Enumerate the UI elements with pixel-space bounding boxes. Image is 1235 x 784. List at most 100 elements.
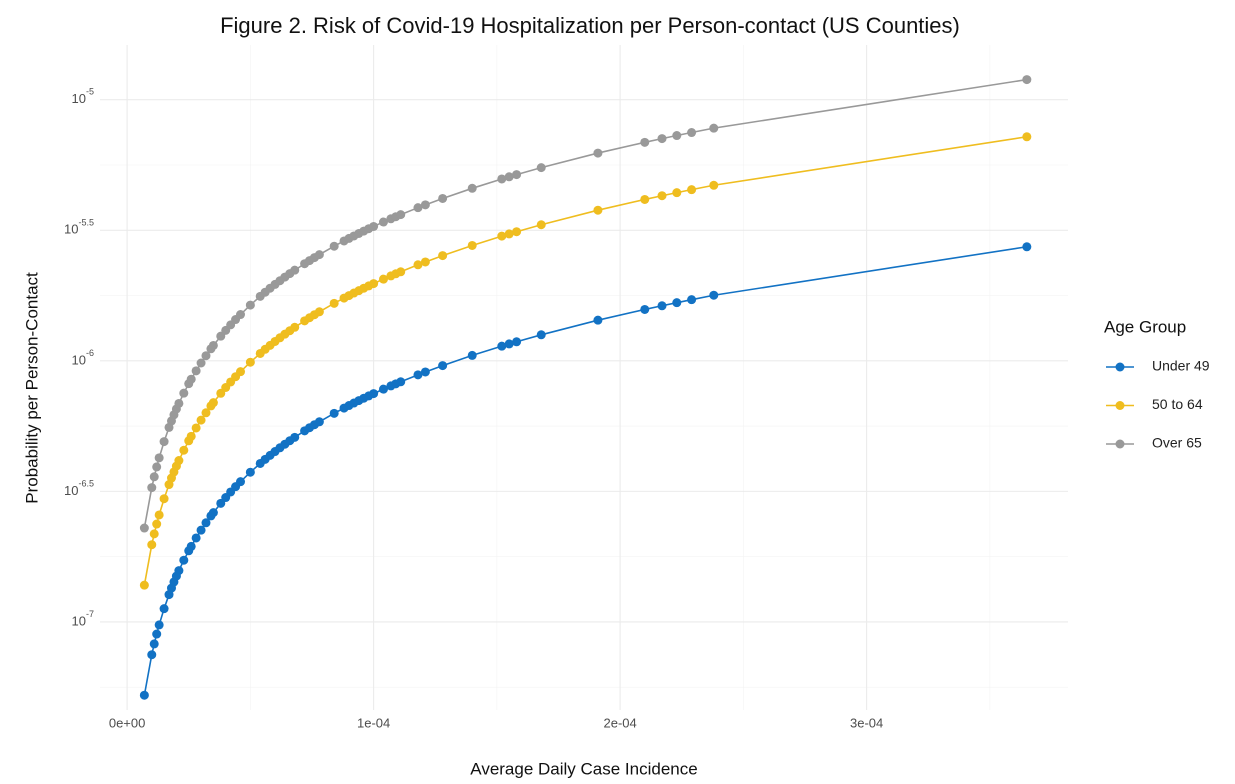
data-point — [174, 456, 184, 466]
data-point — [186, 431, 196, 441]
data-point — [687, 128, 697, 138]
data-point — [504, 339, 514, 349]
data-point — [709, 180, 719, 190]
data-point — [687, 185, 697, 195]
legend-swatch — [1115, 401, 1125, 410]
data-point — [152, 462, 162, 472]
data-point — [672, 298, 682, 308]
data-point — [512, 337, 522, 347]
data-point — [196, 415, 206, 425]
data-point — [314, 250, 324, 260]
data-point — [1022, 75, 1032, 85]
data-point — [396, 377, 406, 387]
y-tick-label: 10-6 — [72, 348, 94, 367]
data-point — [159, 437, 169, 447]
data-point — [640, 304, 650, 314]
data-point — [396, 210, 406, 220]
data-point — [369, 279, 379, 289]
data-point — [139, 690, 149, 700]
data-point — [1022, 242, 1032, 252]
series-line — [143, 245, 1027, 696]
legend-label: 50 to 64 — [1152, 396, 1203, 412]
y-tick-label: 10-7 — [72, 609, 94, 628]
data-point — [413, 260, 423, 270]
data-point — [159, 604, 169, 614]
data-point — [191, 533, 201, 543]
data-point — [378, 274, 388, 284]
x-tick-label: 2e-04 — [603, 715, 636, 730]
data-point — [672, 188, 682, 198]
data-point — [438, 251, 448, 261]
data-point — [139, 580, 149, 590]
legend-swatch — [1115, 439, 1125, 449]
chart-title: Figure 2. Risk of Covid-19 Hospitalizati… — [220, 13, 960, 38]
data-point — [147, 483, 157, 493]
data-point — [378, 217, 388, 227]
data-point — [593, 205, 603, 215]
data-point — [147, 650, 157, 660]
data-point — [152, 629, 162, 639]
data-point — [314, 307, 324, 317]
data-point — [236, 310, 246, 320]
data-point — [687, 295, 697, 305]
data-point — [709, 123, 719, 133]
legend-swatch — [1115, 362, 1125, 372]
data-point — [149, 472, 159, 482]
data-point — [174, 566, 184, 576]
data-point — [413, 203, 423, 213]
data-point — [369, 389, 379, 399]
data-point — [438, 193, 448, 203]
data-point — [152, 519, 162, 529]
data-point — [378, 384, 388, 394]
data-point — [329, 408, 339, 418]
data-point — [196, 525, 206, 535]
data-point — [236, 367, 246, 377]
data-point — [196, 358, 206, 368]
data-point — [657, 134, 667, 144]
data-point — [1022, 132, 1032, 142]
y-tick-label: 10-5 — [72, 87, 94, 106]
data-point — [512, 227, 522, 237]
data-point — [467, 350, 477, 360]
data-point — [497, 341, 507, 351]
data-point — [504, 172, 514, 182]
x-tick-label: 0e+00 — [109, 715, 146, 730]
data-point — [420, 257, 430, 267]
data-point — [191, 366, 201, 376]
x-tick-label: 3e-04 — [850, 715, 883, 730]
data-point — [186, 374, 196, 384]
data-point — [329, 298, 339, 308]
data-point — [149, 639, 159, 649]
data-point — [201, 351, 211, 361]
data-point — [536, 163, 546, 173]
data-point — [245, 357, 255, 367]
data-point — [657, 191, 667, 201]
data-point — [314, 417, 324, 427]
series-line — [143, 78, 1027, 529]
x-axis-title: Average Daily Case Incidence — [470, 759, 697, 778]
data-point — [497, 231, 507, 241]
data-point — [640, 137, 650, 147]
data-point — [201, 518, 211, 528]
data-point — [149, 529, 159, 539]
data-point — [640, 194, 650, 204]
legend-label: Over 65 — [1152, 435, 1202, 451]
x-tick-label: 1e-04 — [357, 715, 390, 730]
data-point — [147, 540, 157, 550]
legend-title: Age Group — [1104, 317, 1186, 336]
data-point — [236, 477, 246, 487]
data-point — [290, 265, 300, 275]
data-point — [191, 423, 201, 433]
data-point — [467, 183, 477, 193]
data-point — [593, 148, 603, 158]
data-point — [497, 174, 507, 184]
data-point — [159, 494, 169, 504]
data-point — [420, 200, 430, 210]
data-point — [536, 330, 546, 340]
data-point — [179, 445, 189, 455]
data-point — [512, 170, 522, 180]
data-point — [672, 131, 682, 141]
y-tick-label: 10-5.5 — [64, 218, 94, 237]
data-point — [438, 361, 448, 371]
